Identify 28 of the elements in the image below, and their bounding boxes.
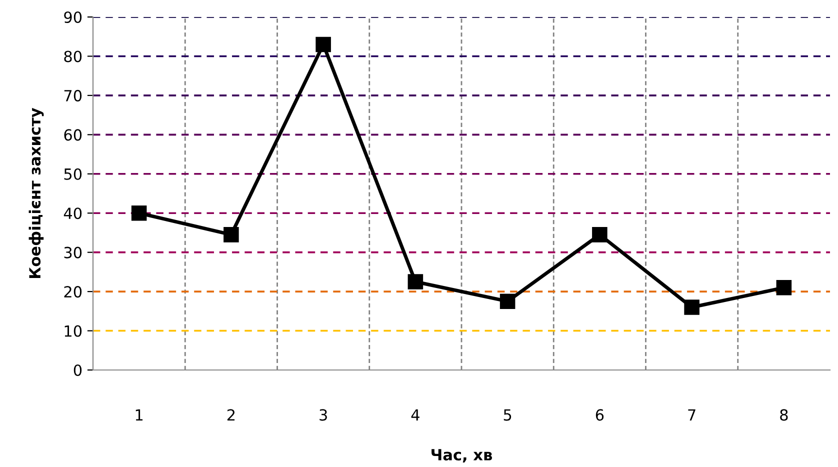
y-tick-label: 40 bbox=[64, 208, 82, 220]
y-tick-label: 80 bbox=[64, 50, 82, 62]
point bbox=[131, 205, 147, 221]
y-tick-label: 70 bbox=[64, 90, 82, 102]
point bbox=[408, 274, 424, 290]
point bbox=[224, 227, 239, 242]
y-tick-label: 60 bbox=[64, 129, 82, 141]
x-tick-label: 7 bbox=[688, 409, 696, 420]
point bbox=[500, 294, 516, 309]
point bbox=[592, 227, 608, 242]
point bbox=[776, 280, 792, 296]
x-tick-label: 4 bbox=[411, 409, 420, 420]
x-tick-label: 2 bbox=[227, 409, 235, 420]
y-tick-label: 90 bbox=[64, 11, 82, 24]
x-tick-label: 8 bbox=[780, 409, 788, 421]
y-axis-title: Коефіцієнт захисту bbox=[28, 108, 44, 278]
point bbox=[316, 36, 331, 52]
y-tick-label: 10 bbox=[64, 325, 82, 337]
y-tick-label: 50 bbox=[64, 168, 82, 180]
x-tick-label: 3 bbox=[320, 409, 327, 421]
point bbox=[684, 300, 700, 315]
x-axis-title: Час, хв bbox=[432, 449, 492, 462]
x-tick-label: 5 bbox=[504, 409, 512, 421]
y-tick-label: 30 bbox=[64, 246, 82, 258]
y-tick-label: 0 bbox=[74, 364, 82, 376]
x-tick-label: 1 bbox=[136, 409, 143, 420]
y-tick-label: 20 bbox=[64, 286, 82, 298]
x-tick-label: 6 bbox=[596, 409, 604, 421]
